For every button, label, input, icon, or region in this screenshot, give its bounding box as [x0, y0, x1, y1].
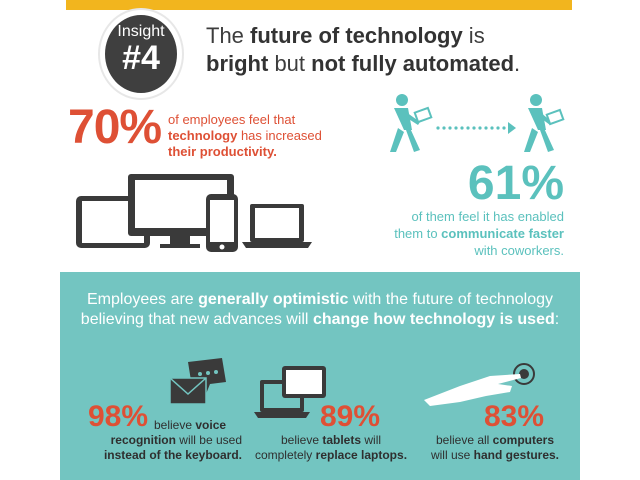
desc-text: with coworkers. — [474, 243, 564, 258]
insight-badge: Insight #4 — [100, 10, 182, 98]
hand-touch-icon — [424, 363, 535, 406]
voice-icons — [169, 358, 226, 405]
desc-bold: instead of the keyboard. — [103, 448, 242, 462]
desc-text: of employees feel that — [168, 112, 296, 127]
insight-number: #4 — [122, 39, 160, 77]
desc-bold: hand gestures. — [473, 448, 560, 462]
desc-text: has increased — [237, 128, 322, 143]
walking-person-icon — [524, 94, 565, 152]
desc-text: believe — [154, 418, 196, 432]
tablet-icon — [282, 366, 326, 398]
devices-illustration — [76, 174, 312, 252]
phone-icon — [206, 194, 238, 252]
intro-text: : — [554, 311, 560, 328]
intro-text: Employees are — [86, 291, 199, 308]
desc-bold: technology — [168, 128, 238, 143]
desc-text: completely — [254, 448, 316, 462]
desc-text: of them feel it has enabled — [411, 209, 565, 224]
dotted-arrow-icon — [436, 122, 516, 134]
headline-text: but — [268, 51, 312, 76]
desc-bold: replace laptops. — [315, 448, 408, 462]
stat-83-description: believe all computers will use hand gest… — [420, 433, 570, 463]
desc-bold: computers — [492, 433, 555, 447]
stat-61-value: 61% — [467, 157, 564, 210]
stat-89-description: believe tablets will completely replace … — [246, 433, 416, 463]
desc-text: will — [361, 433, 382, 447]
insight-label: Insight — [117, 23, 165, 40]
desc-bold: their productivity. — [168, 144, 277, 159]
intro-text: believing that new advances will — [80, 311, 313, 328]
stat-98-value: 98% — [88, 400, 149, 433]
stat-70-description: of employees feel that technology has in… — [168, 112, 368, 160]
communication-illustration — [390, 94, 565, 152]
stat-61-description: of them feel it has enabled them to comm… — [380, 208, 564, 259]
desc-bold: recognition — [110, 433, 176, 447]
panel-intro: Employees are generally optimistic with … — [66, 290, 574, 330]
stat-70-value: 70% — [68, 101, 162, 154]
envelope-icon — [169, 377, 207, 405]
stat-98-description-line1: believe voice — [154, 418, 238, 433]
stat-83-value: 83% — [484, 400, 545, 433]
stat-98-description-line2: recognition will be used instead of the … — [92, 433, 242, 463]
walking-person-icon — [390, 94, 433, 152]
desc-bold: tablets — [322, 433, 362, 447]
laptop-icon — [242, 204, 312, 248]
headline-text: The — [206, 23, 251, 48]
headline-text: . — [514, 51, 521, 76]
intro-bold: change how technology is used — [312, 311, 555, 328]
desc-bold: communicate faster — [441, 226, 564, 241]
top-accent-bar — [66, 0, 572, 10]
desc-text: believe — [280, 433, 323, 447]
desc-text: will use — [430, 448, 474, 462]
headline: The future of technology is bright but n… — [206, 22, 586, 78]
headline-bold: future of technology — [250, 23, 463, 48]
desc-text: will be used — [175, 433, 242, 447]
intro-bold: generally optimistic — [198, 291, 349, 308]
desc-text: them to — [394, 226, 442, 241]
tablet-laptop-icons — [254, 366, 326, 418]
headline-bold: not fully automated — [311, 51, 515, 76]
intro-text: with the future of technology — [348, 291, 553, 308]
desc-bold: voice — [195, 418, 227, 432]
headline-text: is — [462, 23, 485, 48]
headline-bold: bright — [206, 51, 269, 76]
stat-89-value: 89% — [320, 400, 381, 433]
desc-text: believe all — [435, 433, 493, 447]
